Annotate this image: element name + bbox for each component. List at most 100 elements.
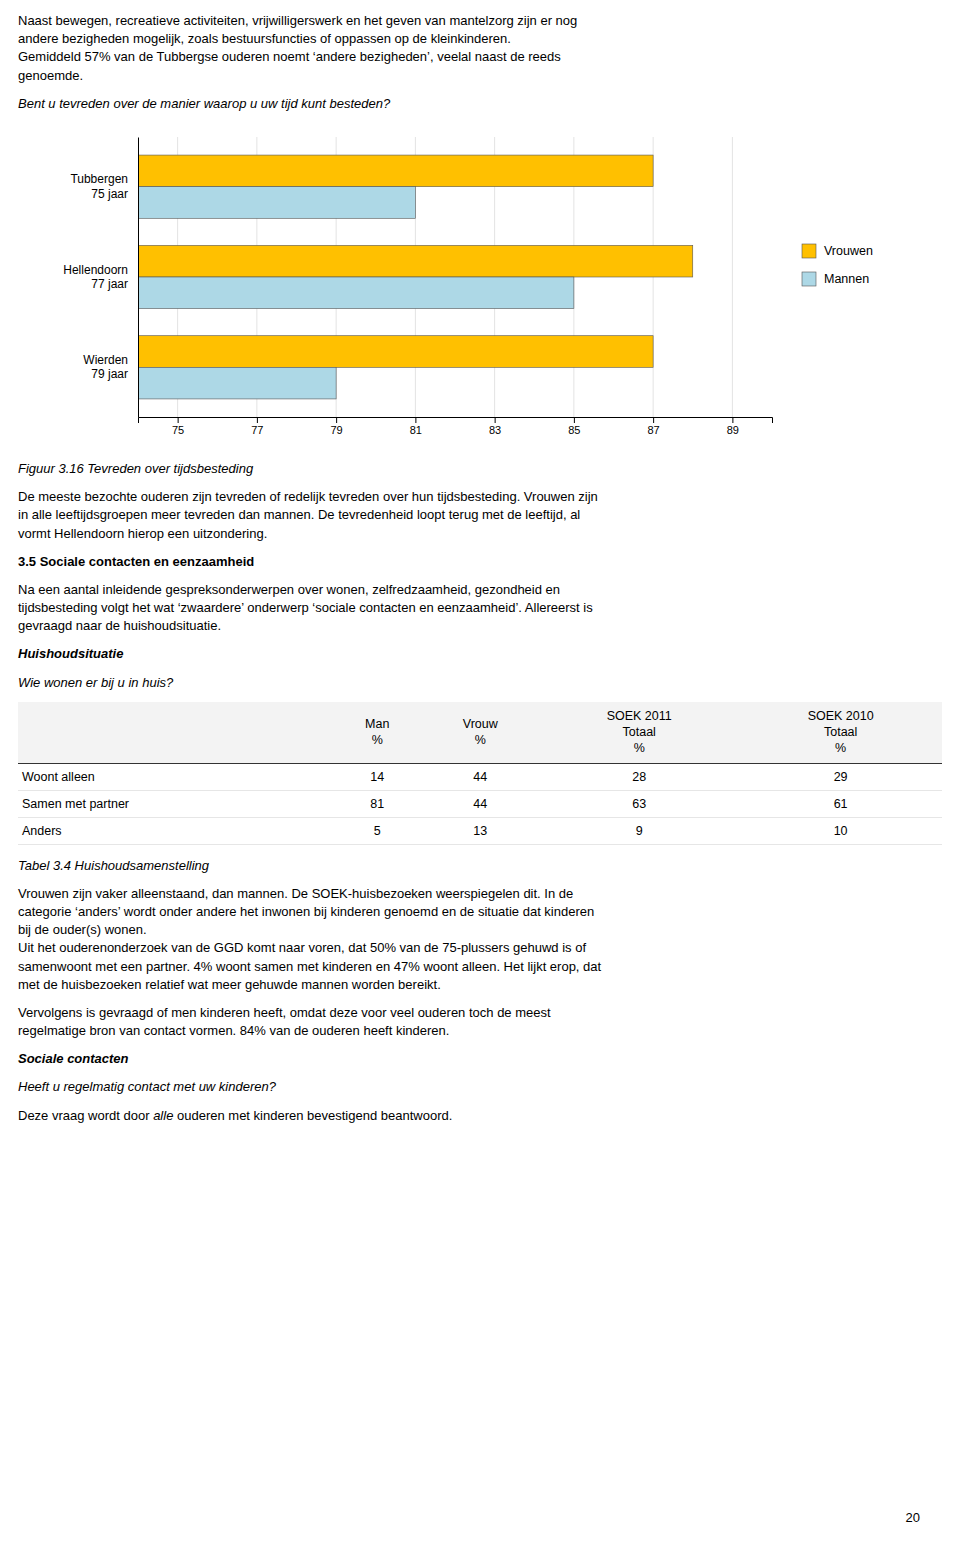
legend: Vrouwen Mannen [802, 244, 873, 286]
answer-part: ouderen met kinderen bevestigend beantwo… [173, 1108, 452, 1123]
tick-label: 89 [727, 424, 739, 436]
chart-container: 75 77 79 81 83 85 87 89 Tubbergen75 jaar Hellendo… [18, 123, 942, 456]
table-caption: Tabel 3.4 Huishoudsamenstelling [18, 857, 942, 875]
tick-label: 87 [648, 424, 660, 436]
page: Naast bewegen, recreatieve activiteiten,… [18, 12, 942, 1135]
tick: 85 [568, 417, 580, 436]
paragraph: De meeste bezochte ouderen zijn tevreden… [18, 488, 942, 543]
tick: 81 [410, 417, 422, 436]
tick-label: 75 [172, 424, 184, 436]
table-header: SOEK 2011 Totaal % [539, 702, 739, 763]
tick-label: Hellendoorn77 jaar [63, 263, 128, 291]
bars [138, 155, 693, 399]
tick-label: 79 [331, 424, 343, 436]
tick-mark [415, 417, 416, 423]
bar [138, 245, 693, 277]
subsection-title: Huishoudsituatie [18, 645, 942, 663]
tick-mark [178, 417, 179, 423]
tick-mark [732, 417, 733, 423]
table-cell: 81 [333, 790, 422, 817]
table-cell: 44 [421, 763, 539, 790]
table-cell: Samen met partner [18, 790, 333, 817]
answer-part: Deze vraag wordt door [18, 1108, 153, 1123]
tick: Tubbergen75 jaar [70, 172, 138, 200]
legend-item: Vrouwen [802, 244, 873, 258]
tick-label: 77 [251, 424, 263, 436]
table-header: Vrouw % [421, 702, 539, 763]
bar [138, 187, 415, 219]
paragraph: Vrouwen zijn vaker alleenstaand, dan man… [18, 885, 942, 994]
tick-mark [653, 417, 654, 423]
table-cell: Anders [18, 817, 333, 844]
table-row: Woont alleen14442829 [18, 763, 942, 790]
table-cell: 13 [421, 817, 539, 844]
chart: 75 77 79 81 83 85 87 89 Tubbergen75 jaar Hellendo… [18, 123, 942, 453]
page-number: 20 [906, 1510, 920, 1525]
table-cell: 10 [739, 817, 942, 844]
section-title: 3.5 Sociale contacten en eenzaamheid [18, 553, 942, 571]
table-head: Man %Vrouw %SOEK 2011 Totaal %SOEK 2010 … [18, 702, 942, 763]
tick-label-line: Hellendoorn [63, 263, 128, 277]
answer-part: alle [153, 1108, 173, 1123]
table-body: Woont alleen14442829Samen met partner814… [18, 763, 942, 844]
tick-label: Tubbergen75 jaar [70, 172, 128, 200]
tick: Wierden79 jaar [83, 353, 138, 381]
tick: 79 [331, 417, 343, 436]
tick-mark [336, 417, 337, 423]
series [138, 187, 574, 399]
tick: 87 [648, 417, 660, 436]
paragraph: Na een aantal inleidende gespreksonderwe… [18, 581, 942, 636]
table-cell: 5 [333, 817, 422, 844]
question: Heeft u regelmatig contact met uw kinder… [18, 1078, 942, 1096]
legend-item: Mannen [802, 272, 869, 286]
plot: 75 77 79 81 83 85 87 89 Tubbergen75 jaar Hellendo… [18, 137, 873, 436]
subsection-title: Sociale contacten [18, 1050, 942, 1068]
tick-label: 83 [489, 424, 501, 436]
paragraph: Naast bewegen, recreatieve activiteiten,… [18, 12, 942, 85]
table-cell: 44 [421, 790, 539, 817]
y-axis: Tubbergen75 jaar Hellendoorn77 jaar Wierde… [63, 137, 138, 417]
table-cell: 63 [539, 790, 739, 817]
tick-mark [257, 417, 258, 423]
answer: Deze vraag wordt door alle ouderen met k… [18, 1107, 942, 1125]
tick-label: 81 [410, 424, 422, 436]
tick-mark [495, 417, 496, 423]
legend-swatch [802, 244, 816, 258]
tick: 83 [489, 417, 501, 436]
figure-caption: Figuur 3.16 Tevreden over tijdsbesteding [18, 460, 942, 478]
tick-label-line: Tubbergen [70, 172, 128, 186]
bar [138, 367, 336, 399]
table-cell: 61 [739, 790, 942, 817]
table-header: SOEK 2010 Totaal % [739, 702, 942, 763]
tick: 89 [727, 417, 739, 436]
tick: 75 [172, 417, 184, 436]
table-row: Samen met partner81446361 [18, 790, 942, 817]
bar [138, 336, 653, 368]
x-axis: 75 77 79 81 83 85 87 89 [139, 417, 773, 436]
paragraph: Vervolgens is gevraagd of men kinderen h… [18, 1004, 942, 1040]
table-cell: Woont alleen [18, 763, 333, 790]
legend-label: Vrouwen [824, 244, 873, 258]
grid-line [732, 137, 733, 417]
tick-label: 85 [568, 424, 580, 436]
bar [138, 277, 574, 309]
tick-mark [574, 417, 575, 423]
question: Wie wonen er bij u in huis? [18, 674, 942, 692]
legend-swatch [802, 272, 816, 286]
table-cell: 29 [739, 763, 942, 790]
axis-line [138, 137, 139, 417]
table-cell: 9 [539, 817, 739, 844]
table-header-row: Man %Vrouw %SOEK 2011 Totaal %SOEK 2010 … [18, 702, 942, 763]
tick: 77 [251, 417, 263, 436]
bar [138, 155, 653, 187]
tick-label-line: Wierden [83, 353, 128, 367]
table-header-corner [18, 702, 333, 763]
legend-label: Mannen [824, 272, 869, 286]
table-cell: 28 [539, 763, 739, 790]
tick-label-line: 79 jaar [91, 367, 128, 381]
question: Bent u tevreden over de manier waarop u … [18, 95, 942, 113]
tick-label: Wierden79 jaar [83, 353, 128, 381]
table-row: Anders513910 [18, 817, 942, 844]
tick-label-line: 75 jaar [91, 187, 128, 201]
tick-label-line: 77 jaar [91, 277, 128, 291]
